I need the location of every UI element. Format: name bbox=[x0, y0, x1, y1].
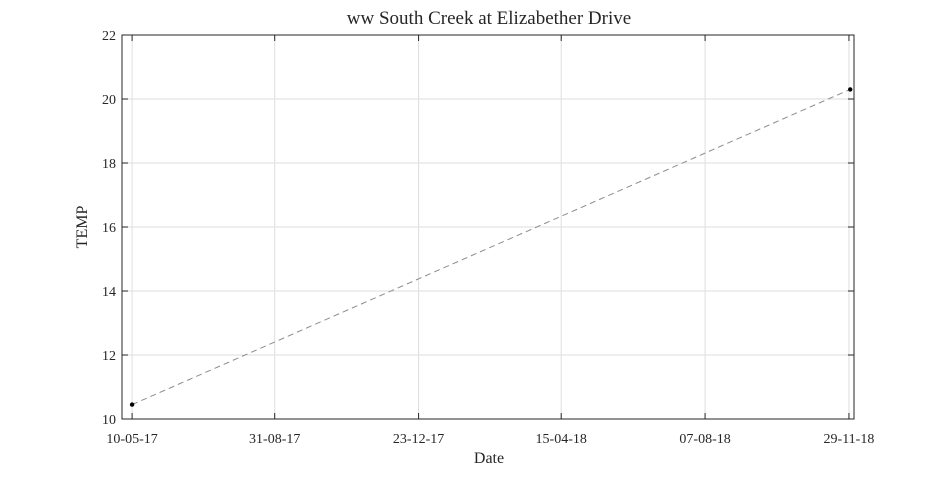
x-tick-label: 29-11-18 bbox=[824, 432, 875, 447]
y-tick-label: 14 bbox=[102, 285, 116, 300]
y-tick-label: 16 bbox=[102, 221, 116, 236]
y-tick-label: 22 bbox=[102, 29, 116, 44]
y-tick-labels: 10 12 14 16 18 20 22 bbox=[102, 29, 116, 428]
x-tick-labels: 10-05-17 31-08-17 23-12-17 15-04-18 07-08-18… bbox=[106, 432, 874, 447]
y-tick-label: 12 bbox=[102, 349, 116, 364]
series-line bbox=[131, 88, 851, 406]
x-tick-label: 23-12-17 bbox=[393, 432, 444, 447]
x-tick-label: 15-04-18 bbox=[536, 432, 587, 447]
x-axis-label: Date bbox=[474, 450, 504, 467]
y-tick-label: 18 bbox=[102, 157, 116, 172]
chart-title: ww South Creek at Elizabether Drive bbox=[347, 8, 631, 29]
axis-ticks bbox=[122, 34, 854, 420]
y-tick-label: 10 bbox=[102, 413, 116, 428]
series-layer bbox=[129, 87, 853, 407]
y-tick-label: 20 bbox=[102, 93, 116, 108]
grid-lines bbox=[122, 35, 854, 419]
y-axis-label: TEMP bbox=[74, 206, 91, 249]
x-tick-label: 31-08-17 bbox=[249, 432, 300, 447]
x-tick-label: 10-05-17 bbox=[106, 432, 157, 447]
data-point bbox=[129, 402, 135, 407]
x-tick-label: 07-08-18 bbox=[679, 432, 730, 447]
data-point bbox=[848, 87, 853, 92]
